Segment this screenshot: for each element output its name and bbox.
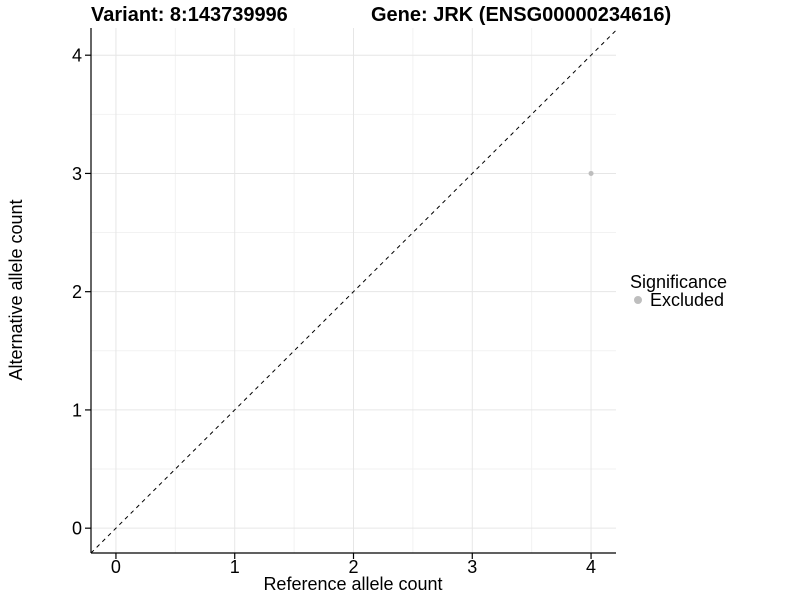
y-axis-label: Alternative allele count [6,199,26,380]
legend: Significance Excluded [630,272,727,310]
y-tick-label: 4 [72,46,82,66]
y-tick-label: 2 [72,282,82,302]
data-point [588,170,594,176]
variant-title: Variant: 8:143739996 [91,4,288,26]
gridlines-major [91,28,616,553]
tick-labels: 0 1 2 3 4 0 1 2 3 4 [72,46,596,577]
legend-title: Significance [630,272,727,292]
x-tick-label: 0 [111,557,121,577]
identity-line [90,30,617,554]
gene-title: Gene: JRK (ENSG00000234616) [371,4,671,26]
x-tick-label: 1 [230,557,240,577]
y-tick-label: 3 [72,164,82,184]
data-points [588,170,594,176]
axes [85,28,616,559]
identity-line-group [90,30,617,554]
legend-item-label: Excluded [650,290,724,310]
y-tick-label: 0 [72,519,82,539]
x-axis-label: Reference allele count [263,574,442,594]
legend-items: Excluded [634,290,724,310]
y-tick-label: 1 [72,400,82,420]
legend-swatch [634,296,642,304]
x-tick-label: 4 [586,557,596,577]
x-tick-label: 3 [467,557,477,577]
x-tick-label: 2 [348,557,358,577]
